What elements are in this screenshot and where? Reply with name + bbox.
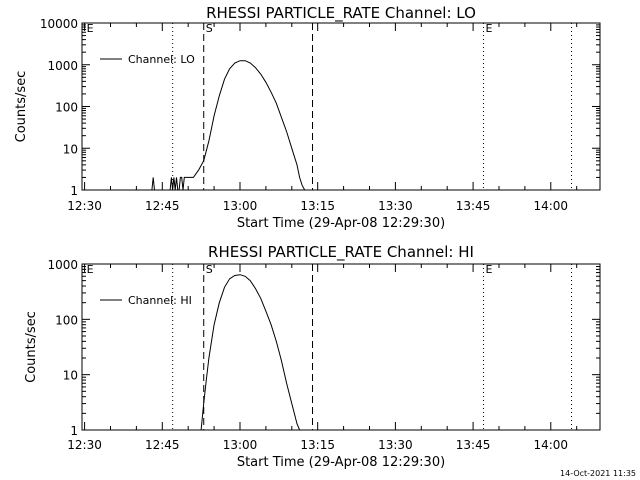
x-tick-label: 12:45	[145, 438, 180, 452]
legend-label: Channel: LO	[128, 53, 195, 66]
y-tick-label: 10	[63, 142, 78, 156]
x-tick-label: 13:30	[378, 438, 413, 452]
x-tick-label: 13:15	[300, 199, 335, 213]
event-marker-label: E	[87, 22, 94, 35]
timestamp: 14-Oct-2021 11:35	[560, 469, 636, 478]
chart-title: RHESSI PARTICLE_RATE Channel: HI	[208, 243, 474, 262]
event-marker-label: S	[206, 22, 213, 35]
y-tick-label: 1	[70, 184, 78, 198]
y-tick-label: 1000	[47, 59, 78, 73]
x-tick-label: 14:00	[533, 438, 568, 452]
x-tick-label: 13:00	[223, 199, 258, 213]
series-line	[200, 274, 301, 431]
x-tick-label: 12:30	[67, 438, 102, 452]
y-tick-label: 100	[55, 313, 78, 327]
chart-title: RHESSI PARTICLE_RATE Channel: LO	[206, 4, 476, 23]
event-marker-label: E	[485, 263, 492, 276]
plot-frame	[81, 22, 601, 191]
y-axis-label: Counts/sec	[14, 71, 29, 143]
x-tick-label: 12:30	[67, 199, 102, 213]
event-marker-label: E	[87, 263, 94, 276]
y-axis-label: Counts/sec	[24, 311, 39, 383]
event-marker-label: S	[206, 263, 213, 276]
event-marker-label: E	[485, 22, 492, 35]
x-axis-label: Start Time (29-Apr-08 12:29:30)	[237, 455, 445, 470]
y-tick-label: 1000	[47, 258, 78, 272]
x-tick-label: 14:00	[533, 199, 568, 213]
legend-label: Channel: HI	[128, 294, 192, 307]
series-line	[82, 60, 306, 191]
x-tick-label: 13:30	[378, 199, 413, 213]
x-tick-label: 13:15	[300, 438, 335, 452]
x-axis-label: Start Time (29-Apr-08 12:29:30)	[237, 216, 445, 231]
plot-frame	[81, 263, 601, 431]
x-tick-label: 13:45	[456, 199, 491, 213]
y-tick-label: 10	[63, 369, 78, 383]
y-tick-label: 1	[70, 424, 78, 438]
x-tick-label: 13:45	[456, 438, 491, 452]
x-tick-label: 12:45	[145, 199, 180, 213]
y-tick-label: 100	[55, 101, 78, 115]
x-tick-label: 13:00	[223, 438, 258, 452]
y-tick-label: 10000	[40, 17, 78, 31]
